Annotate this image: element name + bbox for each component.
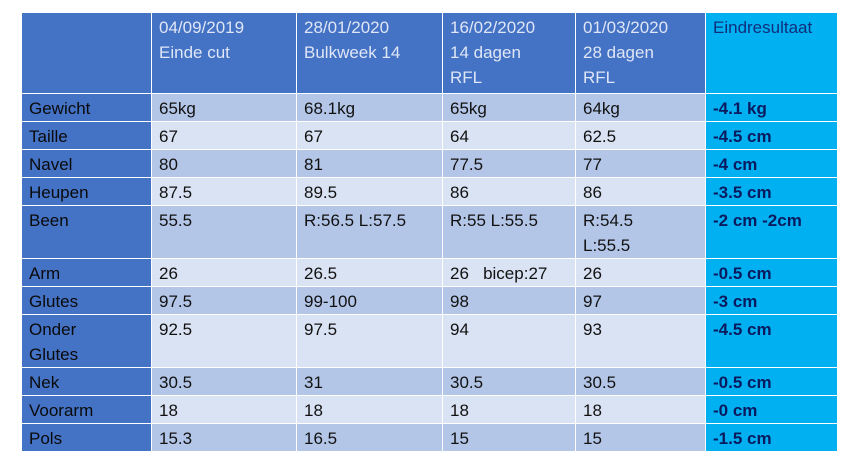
result-cell: -3 cm (705, 286, 838, 315)
row-label: Been (21, 205, 152, 259)
table-cell: 15 (575, 423, 706, 452)
measurement-table: 04/09/2019 Einde cut 28/01/2020 Bulkweek 1… (21, 12, 838, 452)
table-row: Taille 67 67 64 62.5 -4.5 cm (21, 121, 838, 150)
table-cell: 98 (442, 286, 576, 315)
row-label: Gewicht (21, 93, 152, 122)
result-cell: -2 cm -2cm (705, 205, 838, 259)
result-cell: -4.5 cm (705, 121, 838, 150)
table-cell: 31 (296, 367, 443, 396)
table-row: Gewicht 65kg 68.1kg 65kg 64kg -4.1 kg (21, 93, 838, 122)
table-cell: 26 (151, 258, 297, 287)
table-row: Been 55.5 R:56.5 L:57.5 R:55 L:55.5 R:54… (21, 205, 838, 259)
row-label: Onder Glutes (21, 314, 152, 368)
result-cell: -1.5 cm (705, 423, 838, 452)
result-cell: -0 cm (705, 395, 838, 424)
result-cell: -4 cm (705, 149, 838, 178)
table-cell: 80 (151, 149, 297, 178)
row-label: Nek (21, 367, 152, 396)
table-cell: 81 (296, 149, 443, 178)
table-cell: 99-100 (296, 286, 443, 315)
table-cell: 77 (575, 149, 706, 178)
table-cell: 55.5 (151, 205, 297, 259)
result-cell: -0.5 cm (705, 258, 838, 287)
table-cell: 30.5 (151, 367, 297, 396)
table-cell: R:56.5 L:57.5 (296, 205, 443, 259)
table-cell: 64kg (575, 93, 706, 122)
table-cell: 18 (151, 395, 297, 424)
table-row: Pols 15.3 16.5 15 15 -1.5 cm (21, 423, 838, 452)
table-cell: 89.5 (296, 177, 443, 206)
table-row: Onder Glutes 92.5 97.5 94 93 -4.5 cm (21, 314, 838, 368)
table-cell: 26 bicep:27 (442, 258, 576, 287)
header-date-1: 04/09/2019 Einde cut (151, 12, 297, 94)
table-cell: 86 (575, 177, 706, 206)
table-row: Voorarm 18 18 18 18 -0 cm (21, 395, 838, 424)
table-cell: 67 (151, 121, 297, 150)
header-date-2: 28/01/2020 Bulkweek 14 (296, 12, 443, 94)
table-cell: 30.5 (575, 367, 706, 396)
table-cell: 94 (442, 314, 576, 368)
header-corner-cell (21, 12, 152, 94)
result-cell: -3.5 cm (705, 177, 838, 206)
table-cell: 97 (575, 286, 706, 315)
table-cell: 26.5 (296, 258, 443, 287)
header-row: 04/09/2019 Einde cut 28/01/2020 Bulkweek 1… (21, 12, 838, 94)
table-cell: 77.5 (442, 149, 576, 178)
result-cell: -4.1 kg (705, 93, 838, 122)
row-label: Voorarm (21, 395, 152, 424)
table-cell: 64 (442, 121, 576, 150)
header-result: Eindresultaat (705, 12, 838, 94)
table-row: Navel 80 81 77.5 77 -4 cm (21, 149, 838, 178)
result-cell: -0.5 cm (705, 367, 838, 396)
row-label: Heupen (21, 177, 152, 206)
table-row: Arm 26 26.5 26 bicep:27 26 -0.5 cm (21, 258, 838, 287)
table-cell: 87.5 (151, 177, 297, 206)
row-label: Glutes (21, 286, 152, 315)
row-label: Arm (21, 258, 152, 287)
row-label: Pols (21, 423, 152, 452)
row-label: Taille (21, 121, 152, 150)
table-row: Glutes 97.5 99-100 98 97 -3 cm (21, 286, 838, 315)
table-cell: 30.5 (442, 367, 576, 396)
table-cell: 93 (575, 314, 706, 368)
table-cell: 18 (296, 395, 443, 424)
header-date-3: 16/02/2020 14 dagen RFL (442, 12, 576, 94)
table-cell: 62.5 (575, 121, 706, 150)
table-row: Nek 30.5 31 30.5 30.5 -0.5 cm (21, 367, 838, 396)
table-cell: 15.3 (151, 423, 297, 452)
table-cell: 18 (442, 395, 576, 424)
table-row: Heupen 87.5 89.5 86 86 -3.5 cm (21, 177, 838, 206)
table-cell: 67 (296, 121, 443, 150)
result-cell: -4.5 cm (705, 314, 838, 368)
header-date-4: 01/03/2020 28 dagen RFL (575, 12, 706, 94)
table-cell: 65kg (442, 93, 576, 122)
table-cell: 97.5 (151, 286, 297, 315)
table-cell: 86 (442, 177, 576, 206)
table-cell: 68.1kg (296, 93, 443, 122)
table-cell: 16.5 (296, 423, 443, 452)
table-cell: R:54.5 L:55.5 (575, 205, 706, 259)
row-label: Navel (21, 149, 152, 178)
table-cell: 26 (575, 258, 706, 287)
table-cell: 92.5 (151, 314, 297, 368)
table-cell: 97.5 (296, 314, 443, 368)
table-cell: 18 (575, 395, 706, 424)
table-cell: R:55 L:55.5 (442, 205, 576, 259)
table-cell: 65kg (151, 93, 297, 122)
table-cell: 15 (442, 423, 576, 452)
